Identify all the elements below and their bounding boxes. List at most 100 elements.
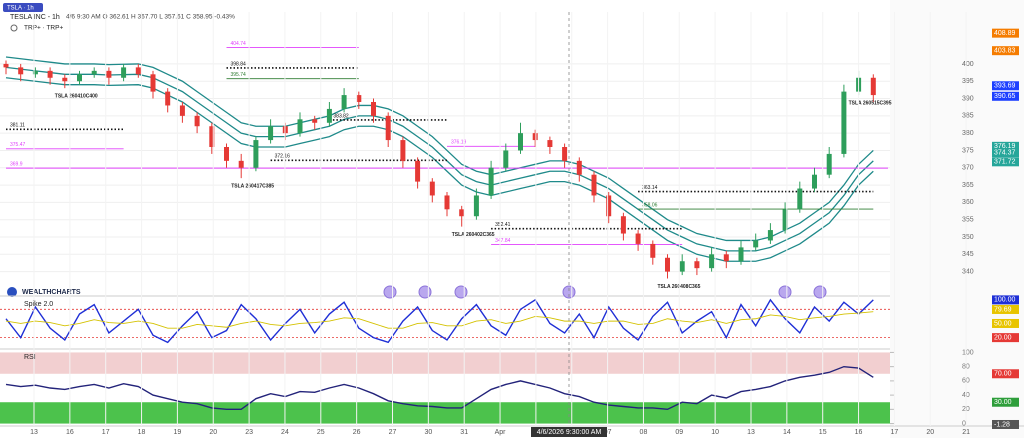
price-marker [992, 141, 1019, 151]
x-tick-label: 23 [245, 429, 253, 436]
option-annotation: TSLA 260402C365 [452, 232, 495, 238]
event-icon[interactable] [454, 285, 468, 299]
candle-body [826, 153, 832, 175]
price-marker-label: 408.89 [994, 30, 1016, 37]
y-tick-label: 385 [962, 113, 974, 120]
candle-body [650, 243, 656, 258]
pane-title: RSI [24, 354, 36, 361]
level-label: 347.84 [495, 238, 511, 244]
level-label: 383.82 [333, 113, 349, 119]
event-icon[interactable] [778, 285, 792, 299]
candle-body [797, 188, 803, 210]
price-marker-label: 393.69 [994, 83, 1016, 90]
candle-body [738, 247, 744, 262]
candle-body [194, 115, 200, 127]
y-tick-box [992, 397, 1019, 407]
candle-body [547, 140, 553, 147]
y-tick-label: 79.69 [994, 306, 1012, 313]
price-marker [992, 81, 1019, 91]
band [0, 402, 890, 424]
x-tick-label: 09 [675, 429, 683, 436]
x-tick-label: 21 [962, 429, 970, 436]
candle-body [635, 233, 641, 244]
price-marker [992, 46, 1019, 56]
y-tick-label: 400 [962, 61, 974, 68]
candle-body [503, 150, 509, 168]
candle-body [782, 209, 788, 231]
option-annotation: TSLA 260410C400 [55, 93, 98, 99]
price-marker [992, 91, 1019, 101]
candle-body [32, 70, 38, 75]
y-tick-label: 100 [962, 349, 974, 356]
candle-body [591, 174, 597, 196]
price-marker-label: 374.37 [994, 149, 1016, 156]
y-tick-label: 370 [962, 165, 974, 172]
candle-body [77, 74, 82, 82]
candle-body [326, 108, 332, 123]
candle-body [606, 195, 612, 217]
y-tick-label: 365 [962, 182, 974, 189]
price-marker-label: 371.72 [994, 159, 1016, 166]
x-tick-label: 20 [926, 429, 934, 436]
price-marker-label: 376.19 [994, 143, 1016, 150]
level-label: 352.41 [495, 222, 511, 228]
symbol-tab[interactable] [3, 3, 43, 12]
y-tick-label: 70.00 [994, 371, 1012, 378]
x-tick-label: 15 [819, 429, 827, 436]
x-tick-label: 20 [209, 429, 217, 436]
candle-body [238, 160, 244, 168]
y-tick-label: 390 [962, 95, 974, 102]
indicator-icon[interactable] [10, 24, 18, 32]
candle-body [459, 209, 465, 217]
x-tick-label: 18 [138, 429, 146, 436]
candle-body [488, 167, 494, 196]
candle-body [532, 133, 538, 141]
candle-body [576, 160, 582, 175]
level-label: 395.74 [231, 72, 247, 78]
candle-body [165, 91, 171, 106]
x-tick-label: 25 [317, 429, 325, 436]
candle-body [385, 115, 391, 141]
axis-column [890, 0, 1024, 438]
x-tick-label: 31 [460, 429, 468, 436]
level-label: 381.11 [10, 123, 25, 129]
candle-body [400, 140, 406, 161]
candle-body [47, 70, 53, 78]
candle-body [415, 160, 421, 182]
y-tick-label: 340 [962, 268, 974, 275]
x-tick-label: 10 [711, 429, 719, 436]
candle-body [620, 216, 626, 234]
candle-body [312, 119, 318, 123]
candle-body [135, 67, 141, 75]
candle-body [812, 174, 817, 189]
y-tick-label: 375 [962, 147, 974, 154]
x-tick-label: 24 [281, 429, 289, 436]
indicator-line [5, 311, 874, 329]
event-icon[interactable] [418, 285, 432, 299]
band [0, 352, 890, 374]
x-tick-label: 14 [783, 429, 791, 436]
candle-body [665, 257, 670, 272]
y-tick-label: 355 [962, 217, 974, 224]
x-tick-label: 30 [424, 429, 432, 436]
candle-body [91, 70, 97, 75]
band-line [5, 56, 874, 242]
tab-label[interactable]: TSLA · 1h [7, 6, 34, 12]
candle-body [268, 126, 274, 141]
level-label: 398.84 [231, 61, 247, 67]
candle-body [870, 77, 876, 96]
level-label: 372.16 [275, 154, 291, 160]
candle-body [753, 240, 759, 248]
x-tick-label: 27 [389, 429, 397, 436]
y-tick-box [992, 304, 1019, 314]
symbol-name: TESLA INC - 1h [10, 14, 60, 21]
x-tick-label: 19 [174, 429, 182, 436]
option-annotation: TSLA 260515C395 [849, 100, 892, 106]
ohlc-readout: 4/6 9:30 AM O 362.61 H 367.70 L 357.61 C… [66, 14, 235, 21]
x-tick-label: 17 [102, 429, 110, 436]
x-tick-label: 07 [604, 429, 612, 436]
event-icon[interactable] [813, 285, 827, 299]
event-icon[interactable] [383, 285, 397, 299]
candle-body [3, 63, 9, 68]
readout-label: -1.28 [994, 421, 1010, 428]
